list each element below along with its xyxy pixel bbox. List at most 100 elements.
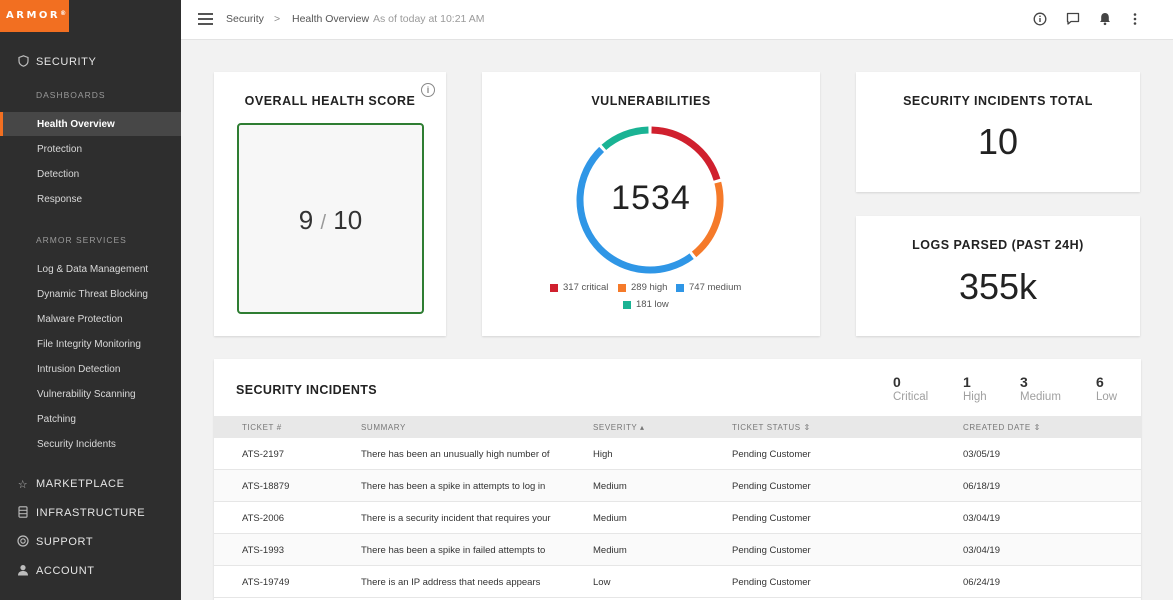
donut-segment-medium bbox=[576, 146, 694, 274]
cell-ticket: ATS-2006 bbox=[242, 513, 285, 524]
legend-high: 289 high bbox=[618, 282, 667, 293]
table-row[interactable]: ATS-2006 There is a security incident th… bbox=[214, 502, 1141, 534]
sidebar-section-label: SECURITY bbox=[36, 56, 97, 68]
legend-label-high: 289 high bbox=[631, 282, 668, 293]
sidebar-item-health-overview[interactable]: Health Overview bbox=[0, 112, 181, 136]
column-header-summary[interactable]: SUMMARY bbox=[361, 423, 406, 432]
sidebar-item-security-incidents[interactable]: Security Incidents bbox=[37, 438, 116, 450]
sidebar-item-response[interactable]: Response bbox=[37, 193, 83, 205]
cell-severity: High bbox=[593, 449, 613, 460]
sidebar-item-file-integrity-monitoring[interactable]: File Integrity Monitoring bbox=[37, 338, 141, 350]
lifebuoy-icon bbox=[17, 534, 29, 550]
breadcrumb-security[interactable]: Security bbox=[226, 13, 264, 25]
cell-date: 03/04/19 bbox=[963, 513, 1000, 524]
dashboards-heading: DASHBOARDS bbox=[36, 90, 106, 100]
health-score-title: OVERALL HEALTH SCORE bbox=[244, 94, 416, 108]
cell-ticket: ATS-2197 bbox=[242, 449, 285, 460]
legend-swatch-critical bbox=[550, 283, 558, 292]
armor-logo[interactable]: ARMOR® bbox=[0, 0, 69, 32]
shield-icon bbox=[17, 54, 29, 70]
hamburger-menu-icon[interactable] bbox=[198, 13, 213, 25]
vulnerabilities-total: 1534 bbox=[611, 179, 691, 217]
sidebar-section-support[interactable]: SUPPORT bbox=[0, 530, 181, 554]
column-header-severity[interactable]: SEVERITY ▴ bbox=[593, 423, 645, 432]
sidebar-item-malware-protection[interactable]: Malware Protection bbox=[37, 313, 123, 325]
sidebar-item-vulnerability-scanning[interactable]: Vulnerability Scanning bbox=[37, 388, 136, 400]
cell-summary: There is an IP address that needs appear… bbox=[361, 577, 541, 588]
chat-icon[interactable] bbox=[1065, 11, 1081, 27]
table-header: TICKET # SUMMARY SEVERITY ▴ TICKET STATU… bbox=[214, 416, 1141, 438]
sidebar-item-log-data-management[interactable]: Log & Data Management bbox=[37, 263, 149, 275]
column-header-ticket-status[interactable]: TICKET STATUS ⇕ bbox=[732, 423, 811, 432]
donut-segment-high bbox=[691, 181, 724, 258]
stat-low-label: Low bbox=[1096, 391, 1118, 403]
info-icon[interactable]: i bbox=[421, 83, 435, 97]
armor-services-heading: ARMOR SERVICES bbox=[36, 235, 127, 245]
legend-label-critical: 317 critical bbox=[563, 282, 609, 293]
info-icon[interactable] bbox=[1032, 11, 1048, 27]
sidebar-item-patching[interactable]: Patching bbox=[37, 413, 76, 425]
stat-critical: 0 Critical bbox=[893, 374, 928, 403]
logo-text: ARMOR® bbox=[6, 10, 67, 21]
legend-swatch-high bbox=[618, 283, 626, 292]
bell-icon[interactable] bbox=[1097, 11, 1113, 27]
stat-high: 1 High bbox=[963, 374, 987, 403]
legend-label-medium: 747 medium bbox=[689, 282, 742, 293]
table-row[interactable]: ATS-18879 There has been a spike in atte… bbox=[214, 470, 1141, 502]
table-row[interactable]: ATS-19749 There is an IP address that ne… bbox=[214, 566, 1141, 598]
health-score-value: 9 / 10 bbox=[239, 205, 422, 236]
sidebar-section-account[interactable]: ACCOUNT bbox=[0, 559, 181, 583]
more-vertical-icon[interactable] bbox=[1127, 11, 1143, 27]
top-bar: Security > Health Overview As of today a… bbox=[181, 0, 1173, 40]
vulnerabilities-card: VULNERABILITIES 1534 317 critical 289 hi… bbox=[482, 72, 820, 336]
column-header-ticket[interactable]: TICKET # bbox=[242, 423, 282, 432]
cell-status: Pending Customer bbox=[732, 449, 811, 460]
stat-low-count: 6 bbox=[1096, 374, 1104, 390]
sidebar-section-security[interactable]: SECURITY bbox=[0, 50, 181, 74]
sidebar-section-marketplace[interactable]: ☆ MARKETPLACE bbox=[0, 472, 181, 496]
cell-severity: Medium bbox=[593, 481, 627, 492]
cell-severity: Medium bbox=[593, 545, 627, 556]
security-incidents-total-card: SECURITY INCIDENTS TOTAL 10 bbox=[856, 72, 1140, 192]
sidebar-section-infrastructure[interactable]: INFRASTRUCTURE bbox=[0, 501, 181, 525]
donut-segment-low bbox=[601, 126, 649, 151]
logs-parsed-title: LOGS PARSED (PAST 24H) bbox=[912, 238, 1084, 252]
timestamp: As of today at 10:21 AM bbox=[373, 13, 485, 25]
cell-ticket: ATS-18879 bbox=[242, 481, 290, 492]
legend-medium: 747 medium bbox=[676, 282, 741, 293]
health-score-card: OVERALL HEALTH SCORE i 9 / 10 bbox=[214, 72, 446, 336]
sidebar-item-dynamic-threat-blocking[interactable]: Dynamic Threat Blocking bbox=[37, 288, 148, 300]
security-incidents-total-title: SECURITY INCIDENTS TOTAL bbox=[903, 94, 1093, 108]
health-score: 9 bbox=[298, 205, 314, 235]
health-score-max: 10 bbox=[333, 205, 363, 235]
health-score-box: 9 / 10 bbox=[237, 123, 424, 314]
server-icon bbox=[17, 505, 29, 521]
stat-medium-label: Medium bbox=[1020, 391, 1061, 403]
sidebar-item-detection[interactable]: Detection bbox=[37, 168, 80, 180]
cell-severity: Low bbox=[593, 577, 611, 588]
legend-low: 181 low bbox=[623, 299, 669, 310]
sidebar-section-label: INFRASTRUCTURE bbox=[36, 507, 146, 519]
table-row[interactable]: ATS-2197 There has been an unusually hig… bbox=[214, 438, 1141, 470]
table-row[interactable]: ATS-1993 There has been a spike in faile… bbox=[214, 534, 1141, 566]
sidebar-section-label: SUPPORT bbox=[36, 536, 94, 548]
sidebar-item-intrusion-detection[interactable]: Intrusion Detection bbox=[37, 363, 121, 375]
score-separator: / bbox=[320, 212, 327, 234]
cell-status: Pending Customer bbox=[732, 513, 811, 524]
breadcrumb-separator: > bbox=[274, 13, 281, 25]
cell-summary: There has been a spike in attempts to lo… bbox=[361, 481, 546, 492]
cell-date: 06/24/19 bbox=[963, 577, 1000, 588]
stat-high-label: High bbox=[963, 391, 987, 403]
stat-low: 6 Low bbox=[1096, 374, 1117, 403]
sidebar-section-label: ACCOUNT bbox=[36, 565, 95, 577]
donut-segment-critical bbox=[651, 126, 721, 181]
column-header-created-date[interactable]: CREATED DATE ⇕ bbox=[963, 423, 1041, 432]
security-incidents-title: SECURITY INCIDENTS bbox=[236, 383, 378, 397]
logs-parsed-value: 355k bbox=[958, 266, 1038, 307]
star-icon: ☆ bbox=[17, 478, 29, 491]
cell-status: Pending Customer bbox=[732, 481, 811, 492]
sidebar-item-protection[interactable]: Protection bbox=[37, 143, 83, 155]
vulnerabilities-donut-chart bbox=[576, 126, 724, 274]
sidebar-section-label: MARKETPLACE bbox=[36, 478, 125, 490]
breadcrumb-current-page: Health Overview bbox=[292, 13, 370, 25]
